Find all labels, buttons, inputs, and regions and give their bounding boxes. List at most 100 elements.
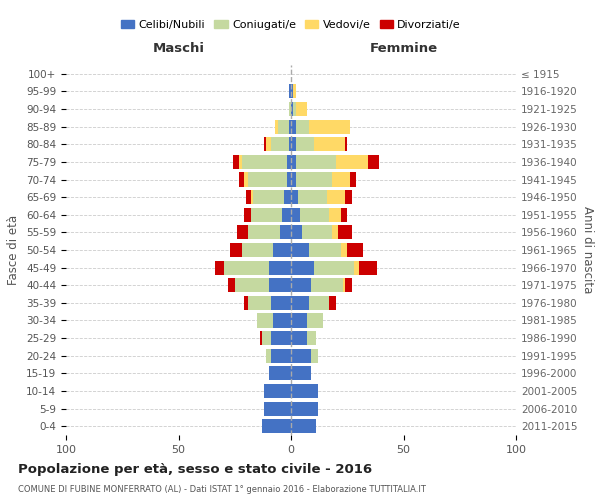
Bar bbox=[291, 419, 316, 433]
Bar bbox=[291, 366, 311, 380]
Bar bbox=[271, 348, 291, 363]
Bar bbox=[341, 208, 347, 222]
Bar bbox=[345, 278, 352, 292]
Bar bbox=[280, 226, 291, 239]
Bar bbox=[223, 260, 269, 274]
Bar bbox=[329, 296, 336, 310]
Bar bbox=[331, 226, 338, 239]
Bar bbox=[264, 402, 291, 415]
Bar bbox=[293, 102, 296, 116]
Bar bbox=[215, 260, 223, 274]
Bar bbox=[291, 208, 300, 222]
Bar bbox=[311, 348, 318, 363]
Bar bbox=[289, 120, 291, 134]
Bar bbox=[282, 208, 291, 222]
Bar bbox=[341, 243, 347, 257]
Bar bbox=[354, 260, 359, 274]
Bar bbox=[345, 137, 347, 152]
Text: COMUNE DI FUBINE MONFERRATO (AL) - Dati ISTAT 1° gennaio 2016 - Elaborazione TUT: COMUNE DI FUBINE MONFERRATO (AL) - Dati … bbox=[18, 485, 426, 494]
Bar bbox=[244, 172, 248, 186]
Bar bbox=[291, 190, 298, 204]
Bar bbox=[291, 243, 309, 257]
Bar bbox=[239, 172, 244, 186]
Bar bbox=[296, 155, 336, 169]
Text: Maschi: Maschi bbox=[152, 42, 205, 56]
Bar bbox=[291, 84, 293, 98]
Bar bbox=[230, 243, 241, 257]
Bar bbox=[244, 208, 251, 222]
Bar bbox=[367, 155, 379, 169]
Bar bbox=[262, 331, 271, 345]
Bar bbox=[309, 120, 349, 134]
Bar bbox=[291, 260, 314, 274]
Bar bbox=[291, 402, 318, 415]
Bar bbox=[338, 226, 352, 239]
Bar bbox=[307, 314, 323, 328]
Bar bbox=[349, 172, 356, 186]
Bar bbox=[291, 296, 309, 310]
Bar bbox=[331, 172, 349, 186]
Bar bbox=[309, 296, 329, 310]
Bar bbox=[237, 226, 248, 239]
Bar bbox=[291, 120, 296, 134]
Bar bbox=[271, 331, 291, 345]
Bar bbox=[289, 84, 291, 98]
Y-axis label: Fasce di età: Fasce di età bbox=[7, 215, 20, 285]
Bar bbox=[291, 102, 293, 116]
Bar bbox=[343, 278, 345, 292]
Bar bbox=[287, 155, 291, 169]
Bar bbox=[291, 314, 307, 328]
Bar bbox=[289, 137, 291, 152]
Bar bbox=[271, 137, 289, 152]
Bar bbox=[248, 296, 271, 310]
Bar bbox=[298, 190, 327, 204]
Legend: Celibi/Nubili, Coniugati/e, Vedovi/e, Divorziati/e: Celibi/Nubili, Coniugati/e, Vedovi/e, Di… bbox=[116, 15, 466, 34]
Bar bbox=[345, 190, 352, 204]
Bar bbox=[266, 348, 271, 363]
Bar bbox=[239, 155, 241, 169]
Bar bbox=[300, 208, 329, 222]
Bar bbox=[329, 208, 341, 222]
Bar bbox=[289, 102, 291, 116]
Bar bbox=[257, 314, 273, 328]
Bar bbox=[262, 419, 291, 433]
Text: Popolazione per età, sesso e stato civile - 2016: Popolazione per età, sesso e stato civil… bbox=[18, 462, 372, 475]
Bar bbox=[314, 137, 345, 152]
Bar bbox=[228, 278, 235, 292]
Bar bbox=[248, 172, 287, 186]
Bar bbox=[277, 120, 289, 134]
Bar bbox=[271, 296, 291, 310]
Bar bbox=[269, 260, 291, 274]
Bar bbox=[235, 278, 269, 292]
Bar bbox=[246, 190, 251, 204]
Bar bbox=[291, 155, 296, 169]
Bar bbox=[291, 226, 302, 239]
Bar bbox=[266, 137, 271, 152]
Bar bbox=[302, 226, 331, 239]
Bar bbox=[296, 120, 309, 134]
Bar bbox=[293, 84, 296, 98]
Bar bbox=[269, 366, 291, 380]
Y-axis label: Anni di nascita: Anni di nascita bbox=[581, 206, 594, 294]
Bar bbox=[275, 120, 277, 134]
Bar bbox=[314, 260, 354, 274]
Bar bbox=[336, 155, 367, 169]
Bar bbox=[251, 208, 282, 222]
Bar bbox=[273, 314, 291, 328]
Bar bbox=[291, 348, 311, 363]
Bar bbox=[291, 137, 296, 152]
Bar bbox=[241, 243, 273, 257]
Bar bbox=[251, 190, 253, 204]
Bar bbox=[284, 190, 291, 204]
Bar bbox=[327, 190, 345, 204]
Bar bbox=[260, 331, 262, 345]
Bar bbox=[244, 296, 248, 310]
Bar bbox=[311, 278, 343, 292]
Bar bbox=[233, 155, 239, 169]
Bar bbox=[296, 102, 307, 116]
Bar bbox=[291, 384, 318, 398]
Bar bbox=[291, 172, 296, 186]
Bar bbox=[296, 137, 314, 152]
Bar bbox=[269, 278, 291, 292]
Bar bbox=[291, 278, 311, 292]
